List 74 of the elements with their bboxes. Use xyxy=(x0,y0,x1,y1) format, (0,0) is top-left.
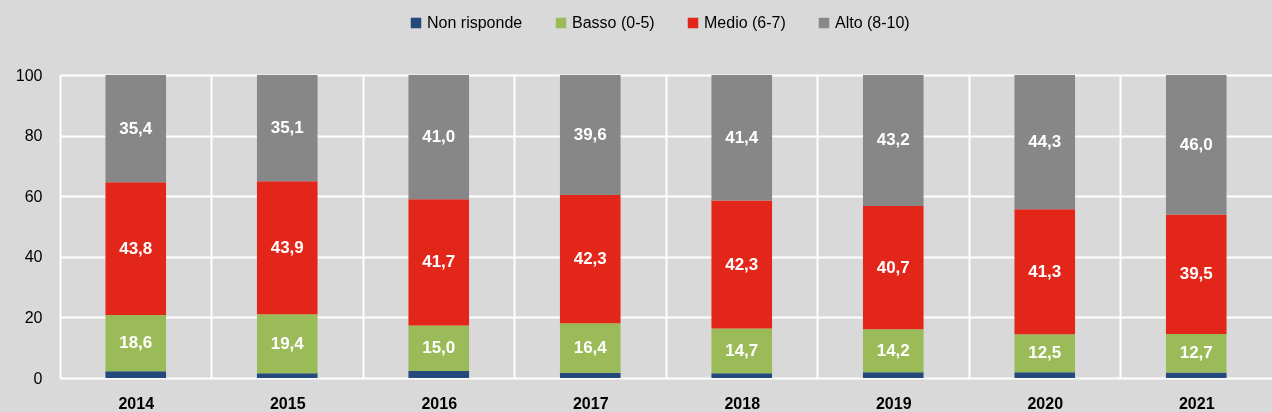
bar xyxy=(862,75,924,206)
data-label: 43,2 xyxy=(876,130,910,150)
y-tick-label: 80 xyxy=(24,127,43,145)
bar xyxy=(711,75,773,201)
data-label: 44,3 xyxy=(1028,132,1062,152)
x-tick-label: 2016 xyxy=(421,394,458,412)
bar xyxy=(408,75,470,200)
bar xyxy=(559,323,621,373)
data-label: 46,0 xyxy=(1179,134,1213,154)
bar xyxy=(105,371,167,378)
data-label: 15,0 xyxy=(422,338,456,358)
x-tick-label: 2014 xyxy=(118,394,155,412)
data-label: 41,7 xyxy=(422,252,456,272)
bar xyxy=(1014,372,1076,378)
data-label: 35,1 xyxy=(270,118,304,138)
data-label: 16,4 xyxy=(573,338,608,357)
data-label: 39,6 xyxy=(573,124,607,144)
data-label: 12,5 xyxy=(1028,343,1062,363)
bar xyxy=(256,181,318,315)
data-label: 14,2 xyxy=(876,340,910,360)
data-label: 19,4 xyxy=(270,333,305,353)
bar xyxy=(711,328,773,374)
bar xyxy=(1014,334,1076,373)
x-tick-label: 2020 xyxy=(1027,394,1064,412)
x-tick-label: 2018 xyxy=(724,394,761,412)
bar xyxy=(256,75,318,182)
legend-label: Alto (8-10) xyxy=(835,14,910,31)
data-label: 39,5 xyxy=(1179,264,1213,284)
y-tick-label: 0 xyxy=(33,369,43,387)
bar xyxy=(559,372,621,378)
bar xyxy=(408,325,470,372)
bar xyxy=(862,372,924,378)
legend-label: Basso (0-5) xyxy=(572,14,655,31)
data-label: 40,7 xyxy=(876,257,910,277)
bar xyxy=(1165,75,1227,215)
bar xyxy=(862,329,924,373)
data-label: 41,0 xyxy=(422,127,456,147)
x-tick-label: 2019 xyxy=(875,394,912,412)
bar xyxy=(559,194,621,324)
y-tick-label: 60 xyxy=(24,187,43,205)
data-label: 42,3 xyxy=(573,249,607,269)
bar xyxy=(1165,372,1227,378)
bar xyxy=(256,314,318,374)
bar xyxy=(105,314,167,372)
y-tick-label: 100 xyxy=(15,66,43,84)
bar xyxy=(1165,334,1227,373)
data-label: 43,9 xyxy=(270,237,304,257)
bar xyxy=(1014,75,1076,210)
data-label: 42,3 xyxy=(725,254,759,274)
x-tick-label: 2015 xyxy=(269,394,306,412)
bar xyxy=(105,75,167,183)
y-tick-label: 40 xyxy=(24,248,43,266)
data-label: 43,8 xyxy=(119,238,153,258)
data-label: 41,4 xyxy=(725,127,759,147)
bar xyxy=(408,371,470,378)
data-label: 14,7 xyxy=(725,340,759,360)
bar xyxy=(711,200,773,329)
x-tick-label: 2017 xyxy=(572,394,609,412)
legend-label: Non risponde xyxy=(427,14,523,31)
bar xyxy=(105,182,167,315)
data-label: 41,3 xyxy=(1028,261,1062,281)
legend-label: Medio (6-7) xyxy=(704,14,786,31)
y-tick-label: 20 xyxy=(24,308,43,326)
bar xyxy=(408,199,470,326)
bar xyxy=(1014,209,1076,335)
bar xyxy=(559,75,621,195)
bar xyxy=(1165,214,1227,335)
data-label: 35,4 xyxy=(119,118,153,138)
bar xyxy=(711,373,773,378)
bar xyxy=(862,205,924,330)
data-label: 12,7 xyxy=(1179,343,1213,363)
bar xyxy=(256,373,318,378)
x-tick-label: 2021 xyxy=(1178,394,1215,412)
data-label: 18,6 xyxy=(119,333,153,353)
